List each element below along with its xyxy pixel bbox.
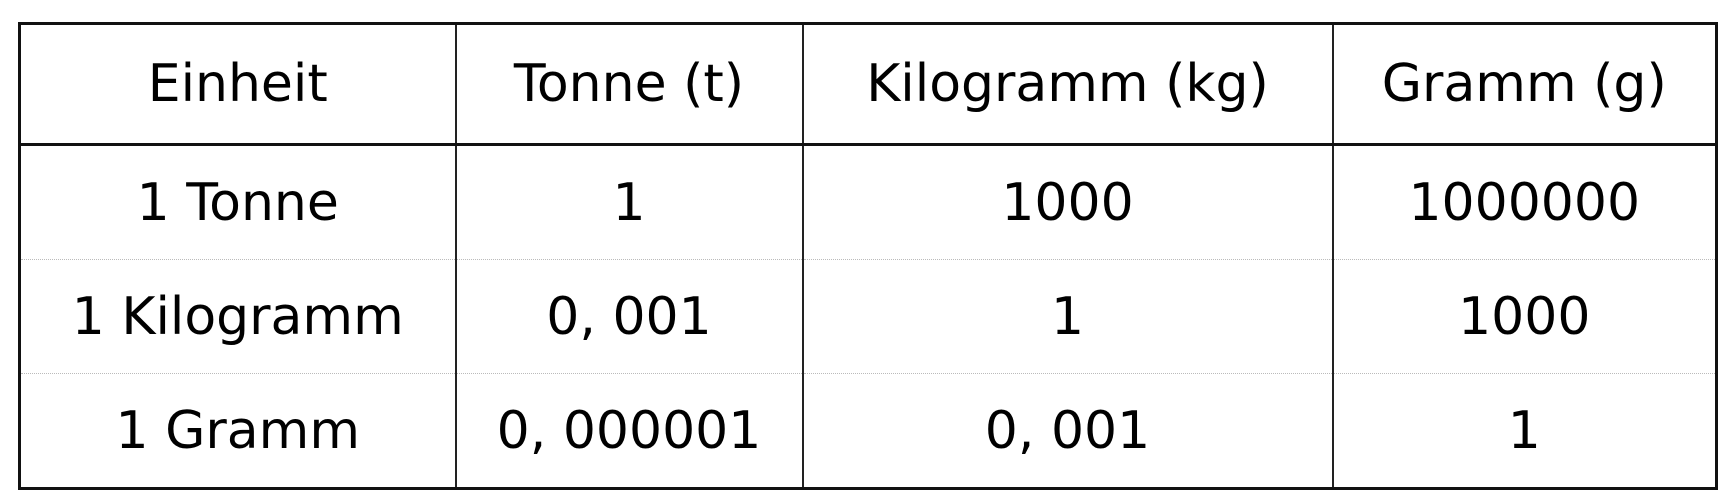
table-cell: 0, 001 bbox=[801, 373, 1334, 489]
table-cell: 1000000 bbox=[1331, 144, 1718, 260]
table-row: 1 Kilogramm 0, 001 1 1000 bbox=[18, 259, 1718, 374]
table-cell: 1 Tonne bbox=[18, 144, 457, 260]
header-cell: Tonne (t) bbox=[454, 23, 804, 146]
table-cell: 1 bbox=[454, 144, 804, 260]
table-cell: 1 bbox=[1331, 373, 1718, 489]
table-row: 1 Gramm 0, 000001 0, 001 1 bbox=[18, 373, 1718, 489]
table-cell: 1 Gramm bbox=[18, 373, 457, 489]
header-cell: Gramm (g) bbox=[1331, 23, 1718, 146]
header-row: Einheit Tonne (t) Kilogramm (kg) Gramm (… bbox=[18, 23, 1718, 146]
table-cell: 1 bbox=[801, 259, 1334, 374]
table-cell: 1000 bbox=[1331, 259, 1718, 374]
table-cell: 1000 bbox=[801, 144, 1334, 260]
table-row: 1 Tonne 1 1000 1000000 bbox=[18, 144, 1718, 260]
table-cell: 0, 000001 bbox=[454, 373, 804, 489]
table-cell: 1 Kilogramm bbox=[18, 259, 457, 374]
unit-conversion-table: Einheit Tonne (t) Kilogramm (kg) Gramm (… bbox=[18, 22, 1718, 490]
header-cell: Einheit bbox=[18, 23, 457, 146]
table-cell: 0, 001 bbox=[454, 259, 804, 374]
header-cell: Kilogramm (kg) bbox=[801, 23, 1334, 146]
